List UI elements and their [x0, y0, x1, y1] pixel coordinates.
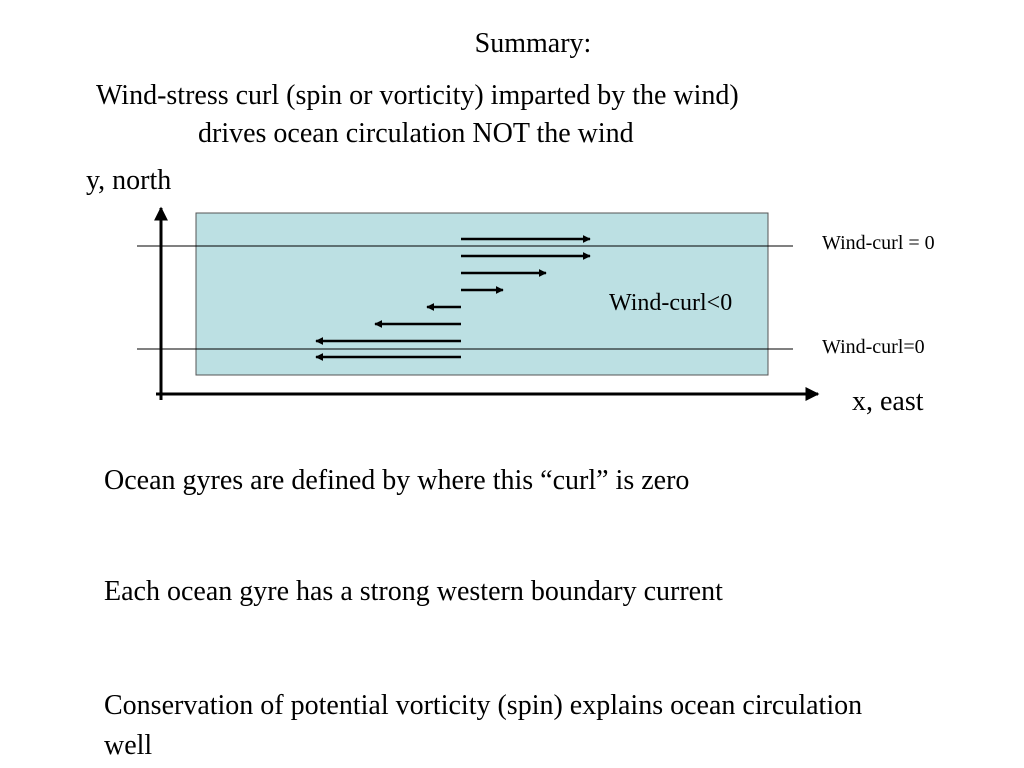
heading-line-1: Wind-stress curl (spin or vorticity) imp…: [96, 80, 739, 111]
slide-title: Summary:: [474, 28, 592, 59]
heading-line-2: drives ocean circulation NOT the wind: [198, 118, 634, 149]
x-axis-label: x, east: [852, 386, 924, 417]
summary-point-gyres: Ocean gyres are defined by where this “c…: [104, 465, 690, 496]
negative-curl-label: Wind-curl<0: [609, 290, 733, 316]
y-axis-label: y, north: [86, 165, 172, 196]
zero-curl-label-bottom: Wind-curl=0: [822, 336, 925, 358]
zero-curl-label-top: Wind-curl = 0: [822, 232, 935, 254]
summary-point-boundary-current: Each ocean gyre has a strong western bou…: [104, 576, 723, 607]
summary-point-vorticity: Conservation of potential vorticity (spi…: [104, 690, 863, 761]
